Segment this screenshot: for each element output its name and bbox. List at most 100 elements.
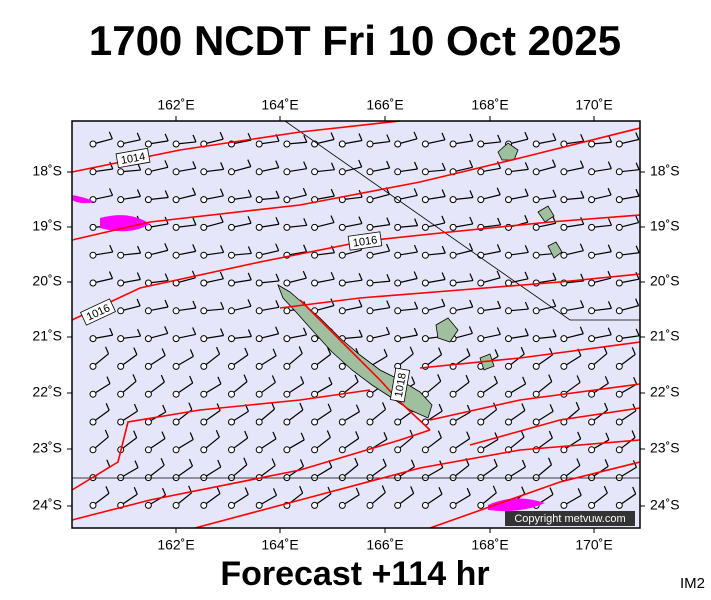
barb-station xyxy=(255,390,263,398)
barb-station xyxy=(338,140,346,148)
barb-flag xyxy=(552,189,557,198)
longitude-label: 168˚E xyxy=(471,97,508,113)
barb-station xyxy=(588,196,596,204)
barb-flag xyxy=(108,131,113,140)
barb-flag xyxy=(243,374,248,382)
barb-flag xyxy=(275,217,280,225)
barb-station xyxy=(505,362,512,370)
barb-flag xyxy=(358,299,363,307)
barb-station xyxy=(172,223,180,231)
barb-station xyxy=(560,307,568,315)
barb-flag xyxy=(635,271,640,280)
barb-flag xyxy=(438,403,443,412)
barb-flag xyxy=(468,243,474,251)
barb-station xyxy=(144,140,152,148)
barb-flag xyxy=(216,486,221,494)
barb-station xyxy=(228,223,235,231)
barb-flag xyxy=(161,431,166,439)
barb-flag xyxy=(492,485,497,494)
barb-flag xyxy=(493,458,498,467)
barb-flag xyxy=(358,216,363,224)
barb-flag xyxy=(469,299,474,308)
barb-station xyxy=(505,335,512,343)
barb-station xyxy=(421,501,429,509)
barb-flag xyxy=(438,347,443,355)
barb-station xyxy=(144,390,152,398)
barb-station xyxy=(505,390,512,398)
island xyxy=(547,241,563,259)
barb-flag xyxy=(244,430,249,439)
barb-station xyxy=(588,501,596,509)
barb-flag xyxy=(635,132,640,140)
barb-flag xyxy=(220,245,225,253)
barb-station xyxy=(560,168,568,176)
barb-station xyxy=(117,140,125,148)
labels: 162˚E 162˚E 164˚E 164˚E 166˚E 166˚E 168˚E 168˚E… xyxy=(32,97,679,553)
barb-flag xyxy=(164,160,169,168)
barb-flag xyxy=(386,217,391,225)
barb-station xyxy=(449,223,457,231)
latitude-label: 24˚S xyxy=(32,497,62,513)
latitude-label: 24˚S xyxy=(650,497,680,513)
barb-station xyxy=(532,362,540,370)
barb-flag xyxy=(134,460,139,468)
barb-station xyxy=(366,223,374,231)
barb-station xyxy=(283,307,291,315)
latitude-label: 22˚S xyxy=(650,384,680,400)
barb-flag xyxy=(298,346,303,354)
footer: Forecast +114 hr xyxy=(220,555,489,593)
barb-station xyxy=(615,196,623,204)
barb-station xyxy=(366,279,374,287)
barb-flag xyxy=(579,160,585,168)
barb-station xyxy=(532,335,540,343)
barb-station xyxy=(311,251,319,259)
longitude-label: 166˚E xyxy=(366,97,403,113)
isobar xyxy=(429,383,641,421)
barb-station xyxy=(89,168,97,176)
barb-station xyxy=(615,335,623,343)
barb-station xyxy=(588,307,596,315)
barb-station xyxy=(172,307,180,315)
barb-flag xyxy=(105,486,110,494)
barb-station xyxy=(366,196,374,204)
barb-flag xyxy=(552,329,557,337)
barb-station xyxy=(228,335,235,343)
barb-flag xyxy=(469,133,474,142)
barb-station xyxy=(560,196,568,204)
barb-flag xyxy=(382,458,387,467)
barb-flag xyxy=(438,486,443,495)
barb-flag xyxy=(635,245,640,253)
barb-flag xyxy=(549,487,554,495)
barb-flag xyxy=(164,133,169,142)
barb-station xyxy=(200,279,208,287)
isobar xyxy=(194,439,641,529)
barb-station xyxy=(532,196,540,204)
barb-station xyxy=(338,307,346,315)
barb-station xyxy=(172,140,180,148)
barb-station xyxy=(200,335,208,343)
barb-station xyxy=(366,168,374,176)
barb-flag xyxy=(410,459,416,467)
barb-station xyxy=(255,307,263,315)
barb-station xyxy=(144,196,152,204)
longitude-label: 162˚E xyxy=(157,537,194,553)
barb-flag xyxy=(441,272,446,280)
barb-flag xyxy=(635,162,640,170)
barb-station xyxy=(228,251,235,259)
barb-station xyxy=(421,362,429,370)
barb-station xyxy=(615,168,623,176)
barb-flag xyxy=(136,272,141,280)
latitude-label: 21˚S xyxy=(650,328,680,344)
barb-station xyxy=(89,390,97,398)
barb-flag xyxy=(161,348,166,356)
wind-swath xyxy=(72,195,95,204)
barb-station xyxy=(505,168,512,176)
isobar-label-box xyxy=(80,298,116,326)
barb-flag xyxy=(327,403,332,412)
barb-flag xyxy=(192,217,197,226)
barb-station xyxy=(89,140,97,148)
barb-station xyxy=(283,140,291,148)
barb-flag xyxy=(635,328,640,337)
barb-flag xyxy=(552,132,557,141)
barb-flag xyxy=(358,329,363,338)
